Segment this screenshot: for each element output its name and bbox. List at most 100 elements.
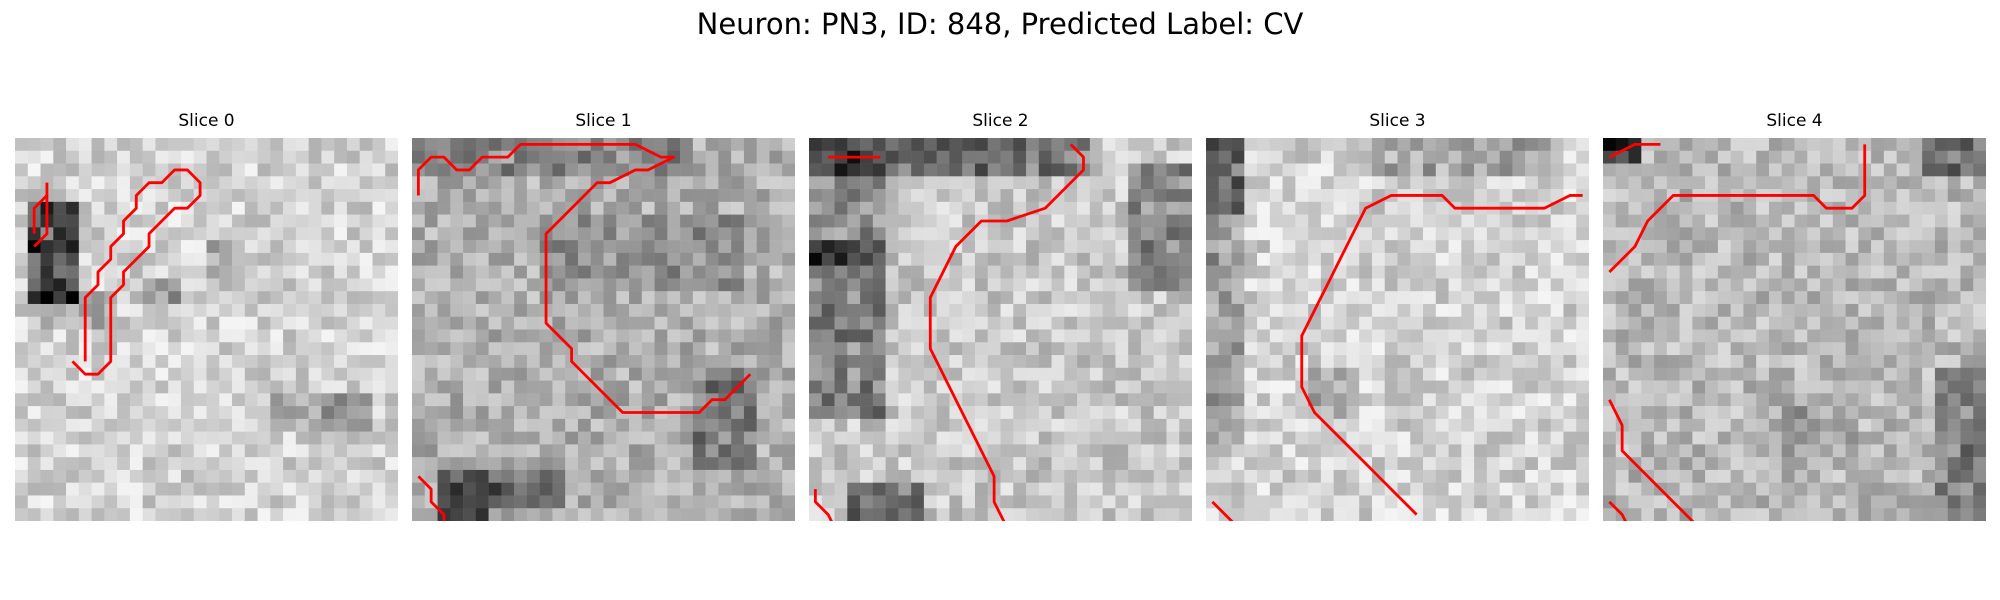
pixel [1448, 252, 1462, 266]
pixel [180, 469, 194, 483]
pixel [1128, 163, 1142, 177]
pixel [53, 265, 67, 279]
pixel [1448, 393, 1462, 407]
pixel [1000, 444, 1014, 458]
pixel [1603, 418, 1617, 432]
pixel [1423, 380, 1437, 394]
pixel [1448, 342, 1462, 356]
pixel [219, 303, 233, 317]
pixel [1820, 163, 1834, 177]
pixel [514, 189, 528, 203]
pixel [526, 265, 540, 279]
pixel [372, 278, 386, 292]
pixel [539, 176, 553, 190]
pixel [206, 240, 220, 254]
pixel [1794, 303, 1808, 317]
pixel [66, 367, 80, 381]
pixel [1320, 252, 1334, 266]
pixel [1038, 508, 1052, 521]
pixel [1871, 444, 1885, 458]
pixel [1512, 342, 1526, 356]
pixel [117, 291, 131, 305]
pixel [1115, 201, 1129, 215]
pixel [1218, 482, 1232, 496]
pixel [359, 201, 373, 215]
pixel [847, 240, 861, 254]
pixel [1550, 418, 1564, 432]
pixel [1064, 495, 1078, 509]
pixel [756, 163, 770, 177]
pixel [1423, 393, 1437, 407]
pixel [1743, 176, 1757, 190]
pixel [1871, 214, 1885, 228]
pixel [1794, 508, 1808, 521]
pixel [962, 457, 976, 471]
pixel [1499, 150, 1513, 164]
pixel [898, 431, 912, 445]
pixel [1576, 201, 1589, 215]
pixel [692, 457, 706, 471]
pixel [1794, 252, 1808, 266]
pixel [15, 176, 29, 190]
pixel [334, 214, 348, 228]
pixel [1000, 380, 1014, 394]
pixel [974, 189, 988, 203]
pixel [1089, 138, 1103, 152]
pixel [15, 189, 29, 203]
pixel [155, 265, 169, 279]
slice-title: Slice 1 [575, 111, 632, 131]
pixel [1231, 163, 1245, 177]
pixel [1563, 150, 1577, 164]
pixel [1140, 150, 1154, 164]
pixel [15, 316, 29, 330]
pixel [1896, 189, 1910, 203]
pixel [180, 329, 194, 343]
pixel [1038, 240, 1052, 254]
pixel [117, 240, 131, 254]
pixel [769, 278, 783, 292]
pixel [872, 201, 886, 215]
pixel [1896, 355, 1910, 369]
pixel [1051, 355, 1065, 369]
pixel [1038, 355, 1052, 369]
pixel [372, 380, 386, 394]
pixel [1768, 418, 1782, 432]
pixel [1231, 380, 1245, 394]
pixel [692, 482, 706, 496]
pixel [718, 227, 732, 241]
pixel [565, 329, 579, 343]
pixel [629, 227, 643, 241]
pixel [232, 316, 246, 330]
pixel [629, 201, 643, 215]
pixel [1820, 189, 1834, 203]
pixel [283, 508, 297, 521]
pixel [1717, 138, 1731, 152]
pixel [616, 150, 630, 164]
pixel [590, 431, 604, 445]
pixel [1756, 329, 1770, 343]
pixel [1013, 431, 1027, 445]
pixel [590, 406, 604, 420]
pixel [385, 431, 398, 445]
pixel [257, 176, 271, 190]
pixel [821, 138, 835, 152]
pixel [1807, 367, 1821, 381]
pixel [1038, 189, 1052, 203]
pixel [1397, 176, 1411, 190]
pixel [898, 163, 912, 177]
pixel [219, 138, 233, 152]
pixel [539, 444, 553, 458]
pixel [129, 150, 143, 164]
pixel [1922, 457, 1936, 471]
pixel [1550, 393, 1564, 407]
pixel [680, 329, 694, 343]
pixel [1603, 303, 1617, 317]
pixel [463, 227, 477, 241]
pixel [308, 482, 322, 496]
pixel [1474, 278, 1488, 292]
pixel [1179, 316, 1192, 330]
pixel [1051, 240, 1065, 254]
pixel [872, 291, 886, 305]
pixel [1153, 469, 1167, 483]
pixel [1397, 355, 1411, 369]
